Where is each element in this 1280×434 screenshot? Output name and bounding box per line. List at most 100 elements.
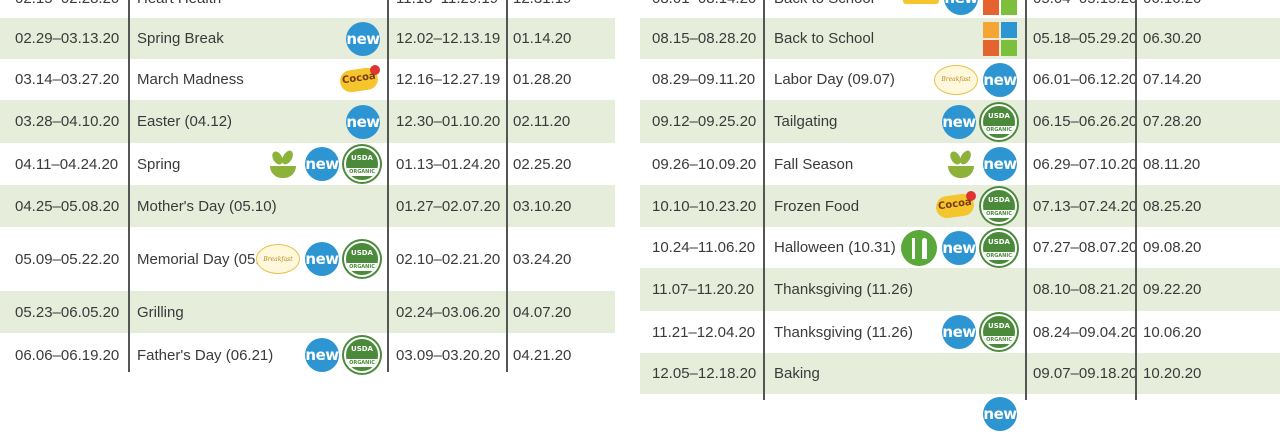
table-row: 06.06–06.19.20 Father's Day (06.21) new USD… <box>0 333 615 377</box>
promo-dates: 10.10–10.23.20 <box>652 197 757 215</box>
order-window: 06.29–07.10.20 <box>1033 155 1138 173</box>
table-row: 03.14–03.27.20 March Madness Cocoa 12.16–12… <box>0 59 615 100</box>
delivery-date: 06.16.20 <box>1143 0 1243 18</box>
promo-name: Frozen Food <box>774 197 860 215</box>
promo-badges: new <box>346 100 380 143</box>
promo-name: Thanksgiving (11.26) <box>774 323 913 341</box>
promo-name: Tailgating <box>774 113 838 130</box>
order-window: 12.16–12.27.19 <box>396 71 501 88</box>
table-row: 11.07–11.20.20 Thanksgiving (11.26) 08.10–… <box>640 268 1280 311</box>
promo-dates: 11.21–12.04.20 <box>652 323 756 341</box>
table-row: 10.24–11.06.20 Halloween (10.31) new USDA OR… <box>640 227 1280 268</box>
promo-dates: 09.26–10.09.20 <box>652 155 757 173</box>
order-window: 07.27–08.07.20 <box>1033 239 1138 256</box>
promo-badges: new USDA ORGANIC <box>942 100 1017 143</box>
left-promo-table: 02.15–02.28.20Heart Health 11.18–11.29.19… <box>0 0 615 400</box>
school-bus-icon <box>903 0 939 4</box>
order-window: 12.30–01.10.20 <box>396 113 501 130</box>
promo-name: Labor Day (09.07) <box>774 71 895 88</box>
table-row: 08.01–08.14.20 Back to School new 05.04–05.… <box>640 0 1280 18</box>
cocoa-pebbles-logo-icon: Cocoa <box>338 64 380 95</box>
promo-badges: Cocoa <box>338 59 380 100</box>
table-row: 02.15–02.28.20Heart Health 11.18–11.29.19… <box>0 0 615 18</box>
table-row: 10.10–10.23.20 Frozen Food Cocoa USDA ORGANI… <box>640 185 1280 227</box>
order-window: 06.15–06.26.20 <box>1033 113 1138 130</box>
promo-name: March Madness <box>137 71 244 88</box>
table-row: 04.11–04.24.20 Spring new USDA ORGANIC 01.13–… <box>0 143 615 185</box>
delivery-date: 03.24.20 <box>513 250 572 268</box>
promo-name: Mother's Day (05.10) <box>137 197 277 215</box>
delivery-date: 08.11.20 <box>1143 155 1201 173</box>
order-window: 06.01–06.12.20 <box>1033 71 1138 88</box>
promo-name: Baking <box>774 365 820 382</box>
promo-name: Spring <box>137 155 181 173</box>
order-window <box>1033 394 1143 434</box>
breakfast-logo-icon: Breakfast <box>934 64 978 95</box>
delivery-date: 12.31.19 <box>513 0 613 18</box>
order-window: 08.10–08.21.20 <box>1033 281 1138 298</box>
order-window: 03.09–03.20.20 <box>396 346 501 364</box>
usda-organic-icon: USDA ORGANIC <box>344 146 380 182</box>
delivery-date: 03.10.20 <box>513 197 572 215</box>
promo-name: Heart Health <box>137 0 367 18</box>
promo-dates: 12.05–12.18.20 <box>652 365 757 382</box>
table-row: 08.15–08.28.20 Back to School 05.18–05.29.… <box>640 18 1280 59</box>
column-divider <box>128 0 130 372</box>
usda-organic-icon: USDA ORGANIC <box>344 241 380 277</box>
table-row: 08.29–09.11.20 Labor Day (09.07) Breakfast… <box>640 59 1280 100</box>
promo-dates: 06.06–06.19.20 <box>15 346 120 364</box>
table-row: 05.23–06.05.20 Grilling 02.24–03.06.20 04.0… <box>0 291 615 333</box>
table-row: 12.05–12.18.20 Baking 09.07–09.18.20 10.20.… <box>640 353 1280 394</box>
delivery-date: 09.22.20 <box>1143 281 1202 298</box>
promo-name: Back to School <box>774 0 939 18</box>
new-badge-icon: new <box>983 147 1017 181</box>
delivery-date: 07.14.20 <box>1143 71 1202 88</box>
new-badge-icon: new <box>983 397 1017 431</box>
promo-badges: Breakfast new <box>934 59 1017 100</box>
promo-badges: new <box>903 0 1017 18</box>
delivery-date: 08.25.20 <box>1143 197 1202 215</box>
new-badge-icon: new <box>983 62 1017 97</box>
delivery-date: 04.07.20 <box>513 303 572 321</box>
promo-badges: new <box>944 143 1017 185</box>
promo-dates: 04.25–05.08.20 <box>15 197 120 215</box>
promo-name: Thanksgiving (11.26) <box>774 281 913 298</box>
food-groups-icon <box>983 21 1017 56</box>
order-window: 05.04–05.15.20 <box>1033 0 1143 18</box>
column-divider <box>763 0 765 400</box>
breakfast-logo-icon: Breakfast <box>256 244 300 274</box>
promo-dates: 03.14–03.27.20 <box>15 71 120 88</box>
new-badge-icon: new <box>346 21 380 56</box>
column-divider <box>387 0 389 372</box>
column-divider <box>1025 0 1027 400</box>
delivery-date: 10.20.20 <box>1143 365 1202 382</box>
table-row: 09.12–09.25.20 Tailgating new USDA ORGANIC 06… <box>640 100 1280 143</box>
promo-badges: new USDA ORGANIC <box>266 143 380 185</box>
delivery-date: 06.30.20 <box>1143 30 1202 47</box>
promo-badges: new USDA ORGANIC <box>305 333 380 377</box>
delivery-date: 01.14.20 <box>513 30 572 47</box>
promo-badges: new <box>346 18 380 59</box>
order-window: 01.13–01.24.20 <box>396 155 501 173</box>
order-window: 11.18–11.29.19 <box>396 0 506 18</box>
table-row: 04.25–05.08.20 Mother's Day (05.10) 01.27–… <box>0 185 615 227</box>
promo-dates: 03.28–04.10.20 <box>15 113 120 130</box>
usda-organic-icon: USDA ORGANIC <box>981 188 1017 224</box>
delivery-date: 02.25.20 <box>513 155 572 173</box>
promo-dates: 08.29–09.11.20 <box>652 71 756 88</box>
new-badge-icon: new <box>944 0 978 15</box>
right-promo-table: 08.01–08.14.20 Back to School new 05.04–05.… <box>640 0 1280 431</box>
promo-name: Father's Day (06.21) <box>137 346 274 364</box>
promo-badges: new USDA ORGANIC <box>942 311 1017 353</box>
food-groups-icon <box>983 0 1017 15</box>
promo-name: Halloween (10.31) <box>774 239 896 256</box>
delivery-date: 10.06.20 <box>1143 323 1202 341</box>
promo-dates: 10.24–11.06.20 <box>652 239 756 256</box>
promo-dates: 04.11–04.24.20 <box>15 155 119 173</box>
new-badge-icon: new <box>346 104 380 139</box>
order-window: 07.13–07.24.20 <box>1033 197 1138 215</box>
order-window: 09.07–09.18.20 <box>1033 365 1138 382</box>
promo-badges: Cocoa USDA ORGANIC <box>934 185 1017 227</box>
delivery-date: 09.08.20 <box>1143 239 1202 256</box>
promo-badges: new <box>983 394 1017 434</box>
